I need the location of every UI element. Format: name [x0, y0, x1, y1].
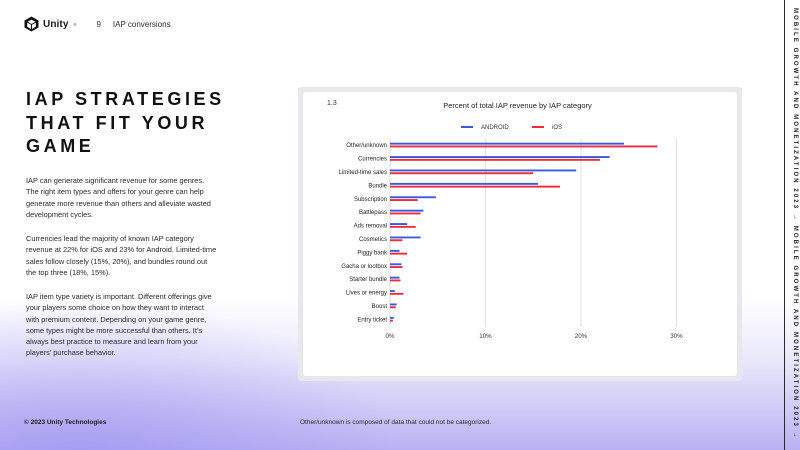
registered-mark: ®: [73, 21, 77, 27]
category-label: Gacha or lootbox: [341, 264, 387, 270]
bar: [390, 279, 401, 282]
category-label: Battlepass: [359, 210, 387, 216]
bar: [390, 142, 624, 145]
category-label: Lives or energy: [346, 291, 387, 297]
bar: [390, 239, 403, 242]
section-title: IAP conversions: [112, 19, 171, 29]
category-label: Limited-time sales: [339, 170, 387, 176]
bar: [390, 249, 400, 252]
category-label: Entry ticket: [357, 317, 387, 323]
bar: [390, 196, 436, 199]
variety-paragraph: IAP item type variety is important. Diff…: [26, 292, 212, 358]
page-title: IAP STRATEGIES THAT FIT YOUR GAME: [26, 88, 226, 159]
bar: [390, 172, 534, 175]
bar: [390, 158, 601, 161]
category-label: Ads removal: [354, 224, 387, 230]
chart-card: [298, 87, 742, 381]
currencies-paragraph: Currencies lead the majority of known IA…: [26, 234, 217, 277]
side-divider: [784, 0, 785, 450]
bar: [390, 266, 403, 268]
bar: [390, 185, 560, 188]
header: Unity ® 9 IAP conversions: [24, 14, 171, 34]
category-label: Boost: [372, 304, 388, 310]
bar: [390, 252, 408, 255]
x-tick-label: 30%: [670, 333, 683, 340]
side-banner: MOBILE GROWTH AND MONETIZATION 2023 → MO…: [792, 8, 798, 440]
legend-label: iOS: [552, 125, 562, 131]
bar: [390, 223, 408, 225]
bar: [390, 236, 421, 239]
category-label: Piggy bank: [357, 250, 388, 256]
unity-logo[interactable]: Unity ®: [24, 16, 76, 32]
category-label: Subscription: [354, 197, 387, 203]
x-tick-label: 20%: [575, 333, 588, 340]
copyright: © 2023 Unity Technologies: [24, 419, 107, 426]
bar: [390, 225, 416, 228]
brand-name: Unity: [43, 18, 69, 30]
bar: [390, 290, 395, 292]
page-title-line-3: GAME: [26, 136, 95, 156]
bar: [390, 319, 393, 322]
category-label: Starter bundle: [349, 277, 387, 283]
bar: [390, 303, 397, 306]
footnote: Other/unknown is composed of data that c…: [300, 419, 492, 426]
bar: [390, 145, 658, 148]
page-number: 9: [96, 19, 101, 29]
category-label: Other/unknown: [346, 143, 387, 149]
bar: [390, 156, 610, 158]
x-tick-label: 10%: [479, 333, 492, 340]
bar: [390, 263, 402, 266]
bar: [390, 212, 421, 215]
bar: [390, 182, 539, 185]
chart-card-inner: [303, 92, 737, 376]
bar: [390, 316, 394, 319]
bar: [390, 199, 418, 201]
page-title-line-1: IAP STRATEGIES: [26, 89, 225, 109]
bar: [390, 209, 424, 212]
unity-cube-icon: [24, 16, 39, 32]
bar: [390, 306, 396, 309]
x-tick-label: 0%: [386, 333, 395, 340]
category-label: Cosmetics: [359, 237, 387, 243]
category-label: Currencies: [358, 157, 387, 163]
bar: [390, 169, 577, 172]
legend-label: ANDROID: [481, 125, 509, 131]
bar-chart: 0% 10% 20% 30% ANDROID iOS Other/unknown Curren…: [339, 125, 684, 340]
figure-number: 1.3: [327, 100, 337, 107]
bar: [390, 292, 404, 295]
bar: [390, 276, 400, 279]
category-label: Bundle: [368, 183, 387, 189]
chart-title: Percent of total IAP revenue by IAP cate…: [443, 101, 592, 110]
page-title-line-2: THAT FIT YOUR: [26, 112, 209, 133]
intro-paragraph: IAP can generate significant revenue for…: [26, 176, 211, 219]
